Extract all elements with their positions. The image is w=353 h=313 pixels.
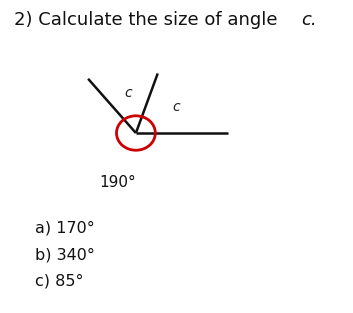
Text: 2) Calculate the size of angle: 2) Calculate the size of angle (14, 11, 283, 29)
Text: c) 85°: c) 85° (35, 274, 84, 289)
Text: b) 340°: b) 340° (35, 247, 95, 262)
Text: c: c (124, 86, 132, 100)
Text: c.: c. (301, 11, 317, 29)
Text: 190°: 190° (99, 175, 136, 190)
Text: a) 170°: a) 170° (35, 221, 95, 236)
Text: c: c (172, 100, 180, 114)
